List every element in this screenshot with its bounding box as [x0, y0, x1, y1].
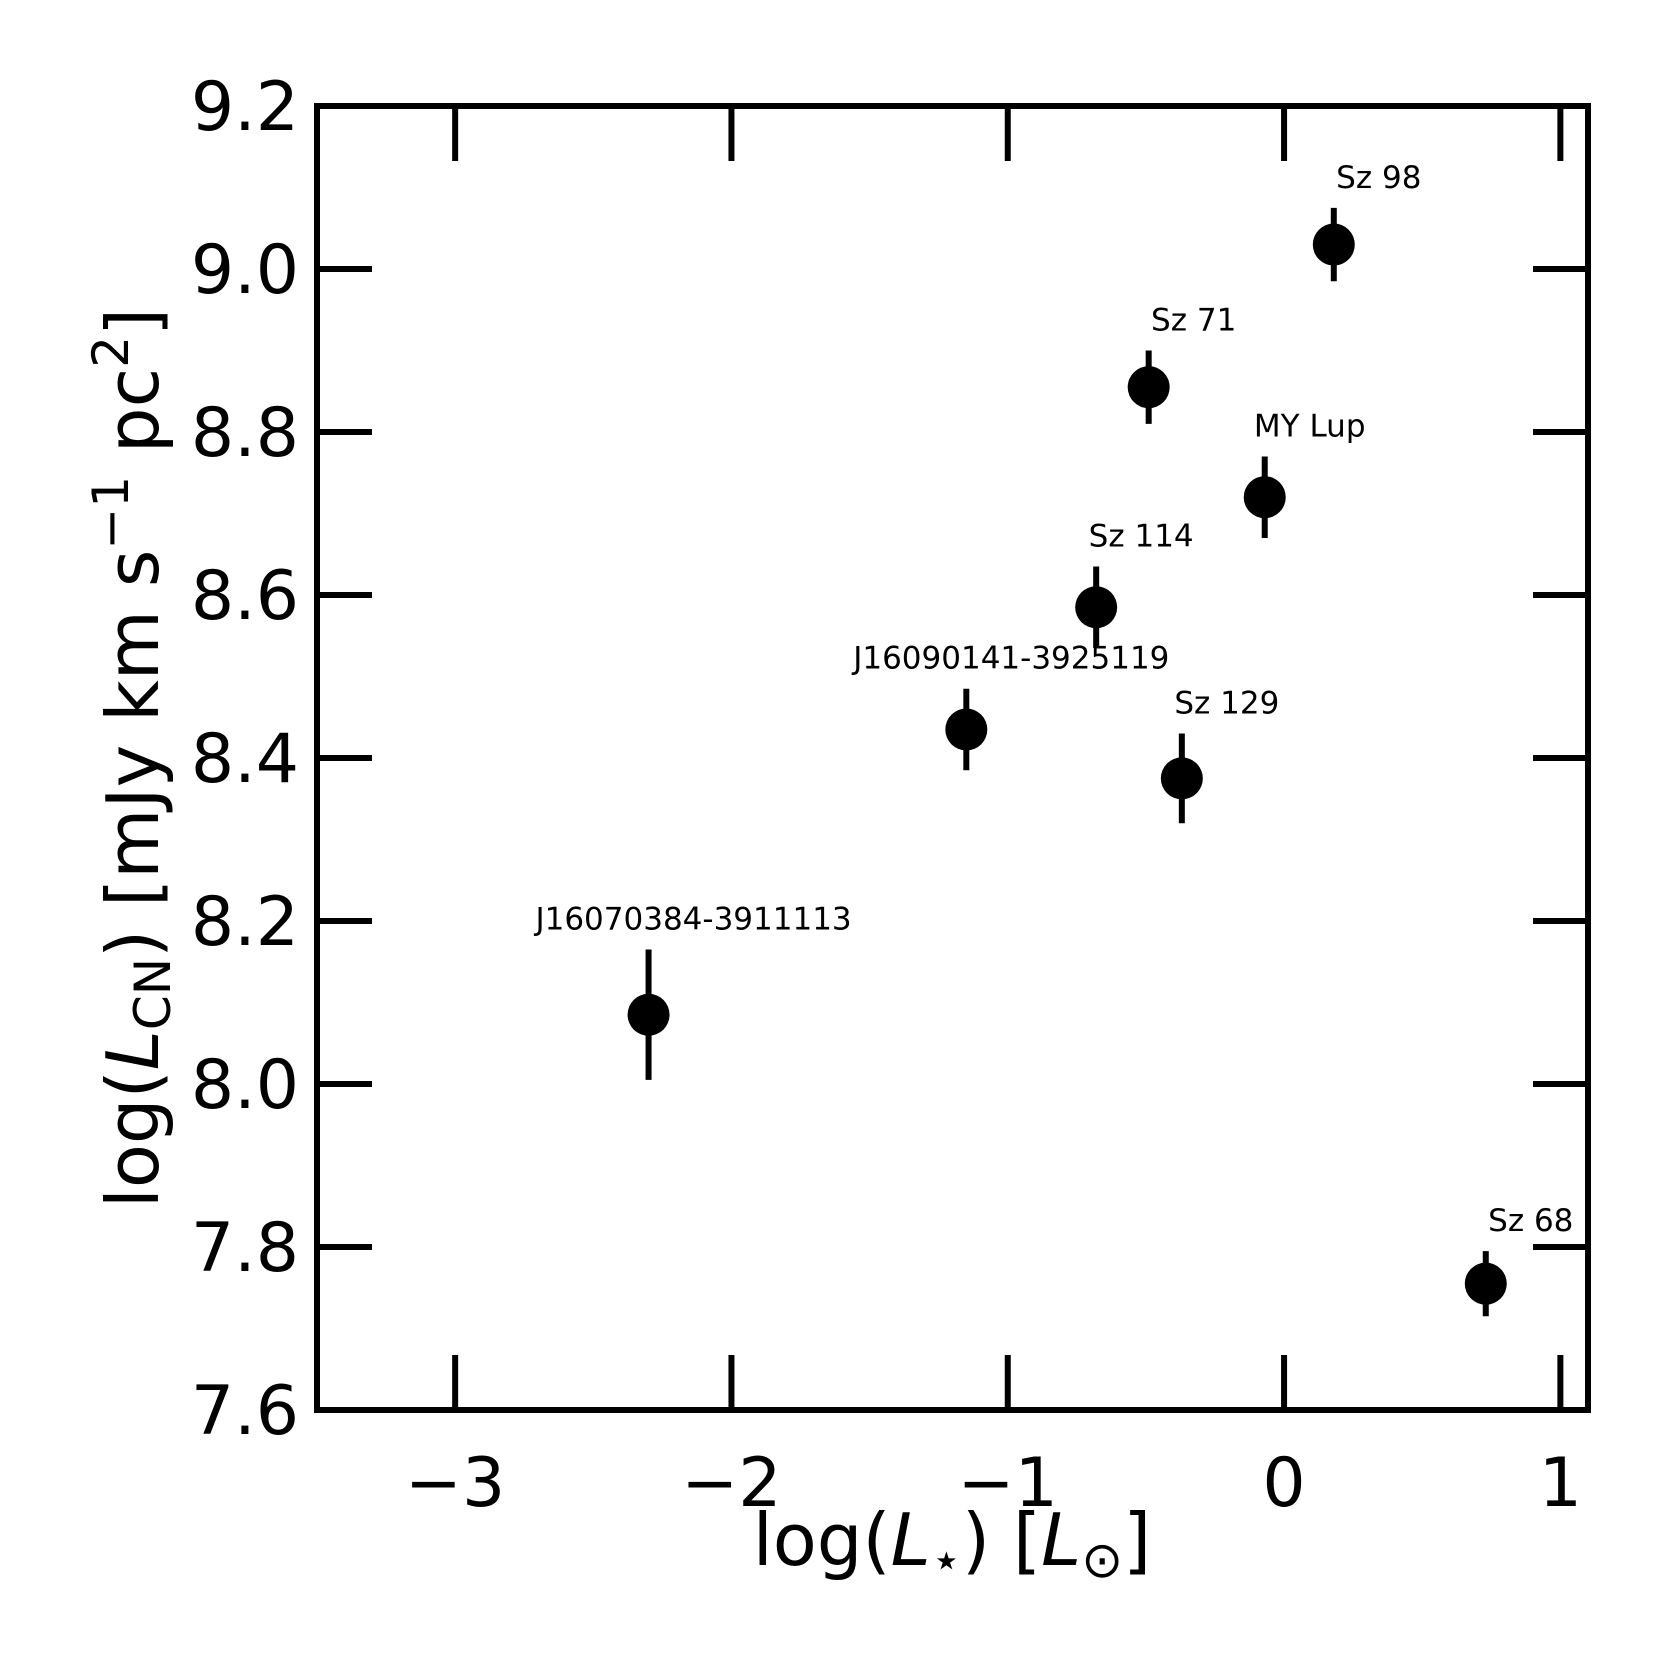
point-marker	[1312, 223, 1355, 266]
points-layer: J16070384-3911113 J16090141-3925119 Sz 114…	[533, 160, 1573, 1317]
y-axis-label-sup2: 2	[82, 336, 140, 368]
data-point-7: Sz 68	[1464, 1203, 1573, 1317]
data-point-3: Sz 129	[1160, 686, 1279, 824]
x-tick-label: −1	[958, 1444, 1058, 1523]
x-tick-label: 0	[1262, 1444, 1305, 1523]
data-point-4: Sz 71	[1127, 303, 1236, 424]
y-tick-label: 8.0	[191, 1046, 299, 1125]
x-axis-label-sub: ⋆	[931, 1531, 962, 1589]
y-tick-label: 8.4	[191, 720, 299, 799]
y-tick-label: 7.6	[191, 1372, 299, 1451]
y-axis-label-middle: ) [mJy km s	[91, 550, 175, 958]
point-label: Sz 71	[1151, 303, 1236, 339]
x-axis-label-unit-sub: ⊙	[1081, 1531, 1123, 1589]
y-axis-label: log(LCN) [mJy km s−1 pc2]	[82, 308, 182, 1208]
x-axis-label-end: ]	[1123, 1498, 1151, 1582]
data-point-2: Sz 114	[1075, 518, 1194, 648]
point-label: J16090141-3925119	[851, 641, 1169, 677]
x-tick-label: −3	[405, 1444, 505, 1523]
point-label: Sz 114	[1089, 518, 1194, 554]
x-axis-label-var: L	[891, 1498, 931, 1582]
y-axis-label-sub: CN	[124, 958, 182, 1030]
x-axis-label-suffix: ) [	[962, 1498, 1041, 1582]
y-tick-label: 9.0	[191, 231, 299, 310]
point-marker	[1464, 1262, 1507, 1305]
data-point-6: Sz 98	[1312, 160, 1421, 282]
point-marker	[1075, 586, 1118, 629]
y-tick-label: 9.2	[191, 68, 299, 147]
point-label: J16070384-3911113	[533, 902, 851, 938]
point-marker	[627, 993, 670, 1036]
data-point-0: J16070384-3911113	[533, 902, 852, 1080]
point-marker	[945, 708, 988, 751]
x-axis-label-unit-var: L	[1041, 1498, 1081, 1582]
y-axis-label-sup1: −1	[82, 476, 140, 550]
point-label: Sz 98	[1336, 160, 1421, 196]
point-label: Sz 68	[1488, 1203, 1573, 1239]
y-tick-label: 8.6	[191, 557, 299, 636]
y-tick-label: 8.8	[191, 394, 299, 473]
y-axis-label-var: L	[91, 1030, 175, 1070]
point-marker	[1127, 366, 1170, 409]
x-axis-label: log(L⋆) [L⊙]	[753, 1498, 1152, 1589]
y-axis-label-prefix: log(	[91, 1070, 175, 1208]
x-tick-label: 1	[1539, 1444, 1582, 1523]
point-marker	[1243, 476, 1286, 519]
data-point-1: J16090141-3925119	[851, 641, 1169, 771]
point-label: Sz 129	[1174, 686, 1279, 722]
x-axis-label-prefix: log(	[753, 1498, 891, 1582]
ticks-layer: −3 −2 −1 0 1 7.6 7.8 8.0 8.2 8.4 8.6 8.8 9.0 9.2	[191, 68, 1588, 1523]
y-tick-label: 7.8	[191, 1209, 299, 1288]
data-point-5: MY Lup	[1243, 408, 1366, 538]
x-tick-label: −2	[681, 1444, 781, 1523]
point-label: MY Lup	[1254, 408, 1366, 444]
point-marker	[1160, 757, 1203, 800]
plot-frame	[314, 103, 1591, 1413]
y-axis-label-middle2: pc	[91, 368, 175, 476]
y-axis-label-end: ]	[91, 308, 175, 336]
y-tick-label: 8.2	[191, 883, 299, 962]
